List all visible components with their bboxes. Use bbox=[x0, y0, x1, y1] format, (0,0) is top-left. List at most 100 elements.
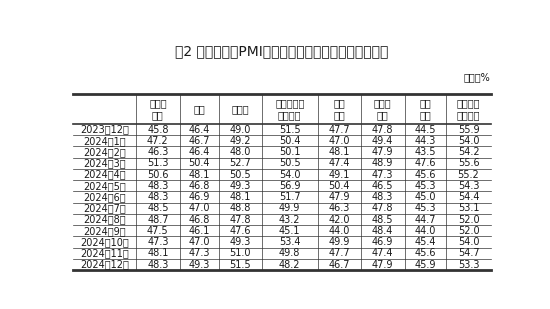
Text: 49.2: 49.2 bbox=[229, 136, 251, 146]
Text: 52.0: 52.0 bbox=[458, 226, 480, 236]
Text: 47.6: 47.6 bbox=[229, 226, 251, 236]
Text: 45.4: 45.4 bbox=[415, 237, 436, 247]
Text: 48.9: 48.9 bbox=[372, 158, 393, 168]
Text: 45.3: 45.3 bbox=[415, 203, 436, 213]
Text: 48.1: 48.1 bbox=[328, 147, 350, 157]
Text: 48.8: 48.8 bbox=[229, 203, 251, 213]
Text: 51.0: 51.0 bbox=[229, 248, 251, 258]
Text: 2024年6月: 2024年6月 bbox=[83, 192, 125, 202]
Text: 54.0: 54.0 bbox=[458, 237, 479, 247]
Text: 46.4: 46.4 bbox=[189, 125, 210, 134]
Text: 49.3: 49.3 bbox=[229, 181, 251, 191]
Text: 49.3: 49.3 bbox=[189, 260, 210, 270]
Text: 47.2: 47.2 bbox=[147, 136, 169, 146]
Text: 2024年3月: 2024年3月 bbox=[83, 158, 125, 168]
Text: 在手
订单: 在手 订单 bbox=[420, 98, 431, 120]
Text: 46.1: 46.1 bbox=[189, 226, 210, 236]
Text: 47.4: 47.4 bbox=[328, 158, 350, 168]
Text: 新出口
订单: 新出口 订单 bbox=[149, 98, 167, 120]
Text: 53.1: 53.1 bbox=[458, 203, 479, 213]
Text: 44.5: 44.5 bbox=[415, 125, 436, 134]
Text: 2024年12月: 2024年12月 bbox=[80, 260, 129, 270]
Text: 54.7: 54.7 bbox=[458, 248, 480, 258]
Text: 43.5: 43.5 bbox=[415, 147, 436, 157]
Text: 48.5: 48.5 bbox=[147, 203, 169, 213]
Text: 54.0: 54.0 bbox=[458, 136, 479, 146]
Text: 49.8: 49.8 bbox=[279, 248, 300, 258]
Text: 2024年1月: 2024年1月 bbox=[83, 136, 125, 146]
Text: 49.3: 49.3 bbox=[229, 237, 251, 247]
Text: 2024年2月: 2024年2月 bbox=[83, 147, 126, 157]
Text: 表2 中国制造业PMI其他相关指标情况（经季节调整）: 表2 中国制造业PMI其他相关指标情况（经季节调整） bbox=[175, 44, 388, 58]
Text: 53.3: 53.3 bbox=[458, 260, 479, 270]
Text: 48.3: 48.3 bbox=[147, 260, 168, 270]
Text: 53.4: 53.4 bbox=[279, 237, 300, 247]
Text: 47.9: 47.9 bbox=[372, 147, 393, 157]
Text: 48.2: 48.2 bbox=[279, 260, 300, 270]
Text: 45.8: 45.8 bbox=[147, 125, 169, 134]
Text: 46.3: 46.3 bbox=[328, 203, 350, 213]
Text: 54.2: 54.2 bbox=[458, 147, 480, 157]
Text: 47.5: 47.5 bbox=[147, 226, 169, 236]
Text: 54.0: 54.0 bbox=[279, 170, 300, 180]
Text: 56.9: 56.9 bbox=[279, 181, 300, 191]
Text: 46.5: 46.5 bbox=[372, 181, 393, 191]
Text: 2023年12月: 2023年12月 bbox=[80, 125, 129, 134]
Text: 54.4: 54.4 bbox=[458, 192, 479, 202]
Text: 47.4: 47.4 bbox=[372, 248, 393, 258]
Text: 2024年8月: 2024年8月 bbox=[83, 214, 125, 225]
Text: 产成品
库存: 产成品 库存 bbox=[374, 98, 392, 120]
Text: 2024年7月: 2024年7月 bbox=[83, 203, 126, 213]
Text: 55.6: 55.6 bbox=[458, 158, 480, 168]
Text: 2024年5月: 2024年5月 bbox=[83, 181, 126, 191]
Text: 47.7: 47.7 bbox=[328, 125, 350, 134]
Text: 47.7: 47.7 bbox=[328, 248, 350, 258]
Text: 49.9: 49.9 bbox=[279, 203, 300, 213]
Text: 50.4: 50.4 bbox=[189, 158, 210, 168]
Text: 46.7: 46.7 bbox=[189, 136, 210, 146]
Text: 47.3: 47.3 bbox=[372, 170, 393, 180]
Text: 42.0: 42.0 bbox=[328, 214, 350, 225]
Text: 46.8: 46.8 bbox=[189, 181, 210, 191]
Text: 48.3: 48.3 bbox=[147, 181, 168, 191]
Text: 出厂
价格: 出厂 价格 bbox=[333, 98, 345, 120]
Text: 47.9: 47.9 bbox=[372, 260, 393, 270]
Text: 47.3: 47.3 bbox=[189, 248, 210, 258]
Text: 47.0: 47.0 bbox=[189, 237, 210, 247]
Text: 45.6: 45.6 bbox=[415, 170, 436, 180]
Text: 47.0: 47.0 bbox=[328, 136, 350, 146]
Text: 48.1: 48.1 bbox=[229, 192, 251, 202]
Text: 45.9: 45.9 bbox=[415, 260, 436, 270]
Text: 2024年10月: 2024年10月 bbox=[80, 237, 129, 247]
Text: 47.3: 47.3 bbox=[147, 237, 169, 247]
Text: 46.9: 46.9 bbox=[372, 237, 393, 247]
Text: 51.3: 51.3 bbox=[147, 158, 169, 168]
Text: 44.0: 44.0 bbox=[415, 226, 436, 236]
Text: 45.6: 45.6 bbox=[415, 248, 436, 258]
Text: 44.3: 44.3 bbox=[415, 136, 436, 146]
Text: 46.3: 46.3 bbox=[147, 147, 168, 157]
Text: 48.7: 48.7 bbox=[147, 214, 169, 225]
Text: 50.4: 50.4 bbox=[279, 136, 300, 146]
Text: 47.8: 47.8 bbox=[229, 214, 251, 225]
Text: 50.1: 50.1 bbox=[279, 147, 300, 157]
Text: 50.4: 50.4 bbox=[328, 181, 350, 191]
Text: 44.7: 44.7 bbox=[415, 214, 436, 225]
Text: 采购量: 采购量 bbox=[232, 104, 249, 114]
Text: 52.0: 52.0 bbox=[458, 214, 480, 225]
Text: 2024年9月: 2024年9月 bbox=[83, 226, 125, 236]
Text: 51.5: 51.5 bbox=[229, 260, 251, 270]
Text: 47.8: 47.8 bbox=[372, 125, 393, 134]
Text: 49.9: 49.9 bbox=[328, 237, 350, 247]
Text: 54.3: 54.3 bbox=[458, 181, 479, 191]
Text: 51.5: 51.5 bbox=[279, 125, 300, 134]
Text: 50.5: 50.5 bbox=[279, 158, 300, 168]
Text: 48.5: 48.5 bbox=[372, 214, 393, 225]
Text: 47.9: 47.9 bbox=[328, 192, 350, 202]
Text: 50.6: 50.6 bbox=[147, 170, 169, 180]
Text: 44.0: 44.0 bbox=[328, 226, 350, 236]
Text: 生产经营
活动预期: 生产经营 活动预期 bbox=[457, 98, 480, 120]
Text: 47.6: 47.6 bbox=[415, 158, 436, 168]
Text: 48.0: 48.0 bbox=[229, 147, 251, 157]
Text: 45.0: 45.0 bbox=[415, 192, 436, 202]
